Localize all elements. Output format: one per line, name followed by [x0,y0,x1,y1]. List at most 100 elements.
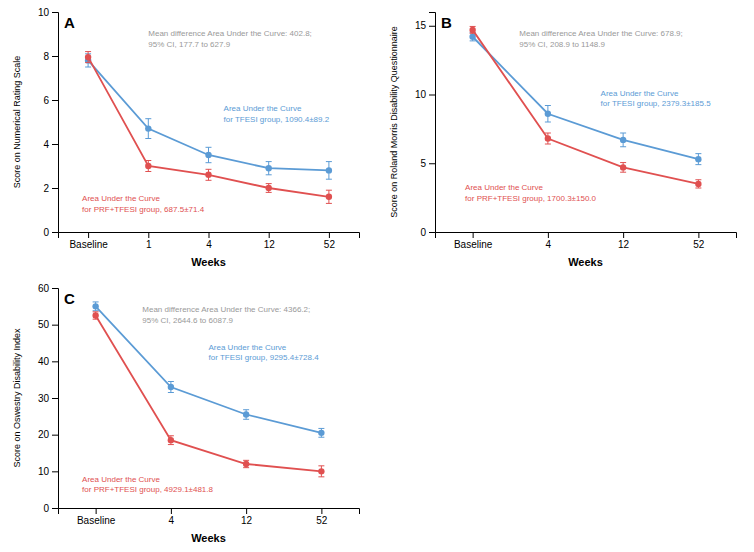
y-tick-label: 0 [43,227,49,238]
error-bar [243,410,249,420]
point [620,164,626,170]
annotation: Mean difference Area Under the Curve: 40… [148,29,312,48]
y-tick: 2 [43,183,58,194]
series [92,312,324,477]
x-tick-label: 52 [324,239,336,250]
y-tick-label: 0 [43,503,49,514]
y-tick: 8 [43,51,58,62]
annotation: Area Under the Curvefor TFESI group, 109… [224,104,330,123]
x-tick: 4 [546,232,552,250]
y-tick-label: 50 [38,319,50,330]
x-tick-label: 12 [618,239,630,250]
series [85,54,332,179]
x-tick: 52 [316,508,328,526]
y-tick: 50 [38,319,58,330]
series-line [473,37,699,159]
y-tick-label: 10 [38,7,50,18]
y-tick: 0 [43,227,58,238]
series-line [96,306,322,433]
x-tick-mark [148,232,149,238]
x-tick-mark [96,508,97,514]
annotation: Mean difference Area Under the Curve: 43… [142,305,310,324]
x-tick: 1 [146,232,152,250]
error-bar [695,180,701,188]
point [266,185,272,191]
x-tick: 12 [241,508,253,526]
y-tick: 6 [43,95,58,106]
x-tick-mark [623,232,624,238]
y-axis-label: Score on Numerical Rating Scale [12,56,22,189]
point [318,430,324,436]
point [168,437,174,443]
y-tick-label: 2 [43,183,49,194]
y-tick-mark [52,471,58,472]
y-tick-label: 60 [38,283,50,294]
x-tick: Baseline [69,232,108,250]
y-tick-mark [52,398,58,399]
point [243,461,249,467]
panel: Baseline412520102030405060CWeeksScore on… [12,283,360,544]
error-bar [93,312,99,319]
x-tick: 52 [693,232,705,250]
y-tick-label: 15 [415,20,427,31]
point [318,468,324,474]
annotation: Area Under the Curvefor TFESI group, 237… [601,89,712,108]
y-tick-mark [52,288,58,289]
y-axis-line [52,289,59,509]
x-tick-mark [269,232,270,238]
point [469,27,475,33]
y-tick: 15 [415,20,435,31]
y-tick-mark [429,95,435,96]
error-bar [318,428,324,437]
annotation: Mean difference Area Under the Curve: 67… [519,29,683,48]
x-axis-label: Weeks [191,256,226,268]
x-tick: 12 [618,232,630,250]
y-tick-mark [52,435,58,436]
x-tick-mark [321,508,322,514]
x-axis-label: Weeks [568,256,603,268]
x-axis-line [59,509,360,515]
x-tick-label: 52 [693,239,705,250]
y-tick-mark [52,361,58,362]
x-tick-mark [473,232,474,238]
y-tick-label: 8 [43,51,49,62]
x-tick-label: 4 [206,239,212,250]
y-tick-mark [52,325,58,326]
x-tick-label: 4 [169,515,175,526]
y-tick: 10 [415,89,435,100]
y-axis-line [52,13,59,233]
x-tick-mark [209,232,210,238]
series-line [96,316,322,472]
x-axis-line [59,233,360,239]
error-bar [545,106,551,123]
x-axis-label: Weeks [191,532,226,544]
error-bar [318,466,324,477]
annotation: Area Under the Curvefor PRF+TFESI group,… [82,475,213,494]
y-tick-mark [52,100,58,101]
y-tick-label: 0 [420,227,426,238]
y-tick: 5 [420,158,435,169]
y-tick: 30 [38,393,58,404]
x-tick: 4 [206,232,212,250]
x-axis-line [436,233,737,239]
plot-area [92,302,324,477]
y-tick-label: 10 [415,89,427,100]
x-tick-label: 4 [546,239,552,250]
x-tick-label: Baseline [77,515,116,526]
y-axis-label: Score on Roland Morris Disability Questi… [389,26,399,218]
point [620,137,626,143]
point [85,54,91,60]
x-tick-mark [246,508,247,514]
error-bar [93,302,99,311]
y-tick: 0 [43,503,58,514]
series-line [88,57,329,197]
y-tick-label: 4 [43,139,49,150]
x-tick-label: Baseline [69,239,108,250]
error-bar [206,169,212,180]
point [205,152,211,158]
annotation: Area Under the Curvefor TFESI group, 929… [209,343,320,362]
y-axis-label: Score on Oswestry Disability Index [12,328,22,468]
panel-label: B [441,14,452,31]
x-tick-mark [698,232,699,238]
error-bar [206,147,212,162]
